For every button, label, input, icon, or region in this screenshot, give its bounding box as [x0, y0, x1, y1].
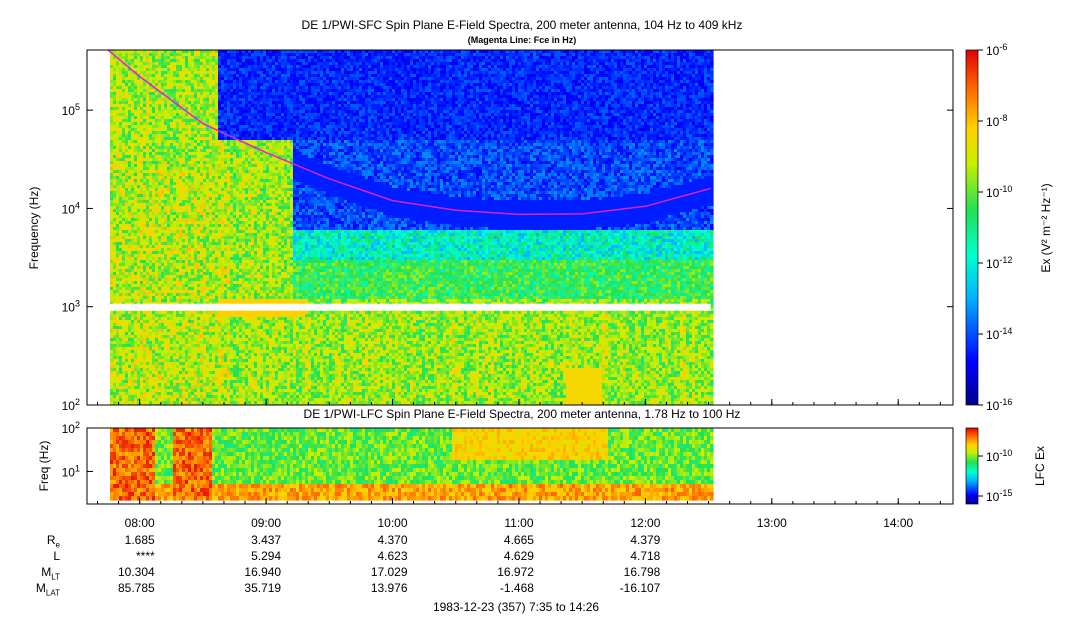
ephemeris-value: 13.976 [371, 581, 408, 595]
top-colorbar-tick-label: 10-8 [986, 113, 1007, 129]
ephemeris-value: 4.623 [377, 549, 407, 563]
ephemeris-value: 16.972 [497, 565, 534, 579]
ephemeris-value: -1.468 [500, 581, 534, 595]
ephemeris-value: **** [136, 549, 155, 563]
bottom-colorbar-label: LFC Ex [1033, 446, 1047, 486]
bottom-y-tick-label: 102 [62, 420, 80, 436]
x-tick-label: 12:00 [630, 516, 660, 530]
bottom-spectrogram [110, 428, 714, 501]
top-colorbar-tick-label: 10-6 [986, 42, 1007, 58]
top-colorbar-tick-label: 10-12 [986, 255, 1012, 271]
bottom-colorbar-tick-label: 10-15 [986, 488, 1012, 504]
ephemeris-value: 4.370 [377, 533, 407, 547]
ephemeris-value: 17.029 [371, 565, 408, 579]
ephemeris-value: 4.629 [504, 549, 534, 563]
time-range-footer: 1983-12-23 (357) 7:35 to 14:26 [433, 600, 599, 614]
top-colorbar-tick-label: 10-14 [986, 326, 1012, 342]
top-colorbar-tick-label: 10-16 [986, 397, 1012, 413]
top-y-tick-label: 103 [62, 299, 80, 315]
bottom-colorbar-ticks: 10-10 10-15 [978, 448, 1012, 504]
x-tick-label: 09:00 [251, 516, 281, 530]
top-colorbar-tick-label: 10-10 [986, 184, 1012, 200]
top-colorbar [966, 50, 978, 405]
top-y-tick-label: 102 [62, 397, 80, 413]
ephemeris-label: MLT [41, 565, 60, 581]
ephemeris-value: 16.798 [624, 565, 661, 579]
ephemeris-value: 16.940 [244, 565, 281, 579]
ephemeris-value: 35.719 [244, 581, 281, 595]
ephemeris-label: L [53, 549, 60, 563]
ephemeris-value: 4.718 [630, 549, 660, 563]
bottom-colorbar-tick-label: 10-10 [986, 448, 1012, 464]
bottom-colorbar [966, 428, 978, 504]
ephemeris-value: 10.304 [118, 565, 155, 579]
ephemeris-value: 5.294 [251, 549, 281, 563]
ephemeris-value: 85.785 [118, 581, 155, 595]
top-colorbar-ticks: 10-6 10-8 10-10 10-12 10-14 10-16 [978, 42, 1012, 413]
x-tick-label: 10:00 [378, 516, 408, 530]
ephemeris-value: 4.379 [630, 533, 660, 547]
top-y-tick-label: 104 [62, 200, 80, 216]
x-tick-label: 08:00 [125, 516, 155, 530]
ephemeris-value: 4.665 [504, 533, 534, 547]
top-spectrogram [110, 50, 714, 408]
ephemeris-value: 3.437 [251, 533, 281, 547]
ephemeris-label: Re [47, 533, 60, 549]
x-tick-label: 11:00 [504, 516, 533, 530]
ephemeris-value: 1.685 [125, 533, 155, 547]
bottom-y-tick-label: 101 [62, 463, 80, 479]
x-tick-label: 13:00 [757, 516, 787, 530]
x-tick-label: 14:00 [883, 516, 913, 530]
ephemeris-label: MLAT [36, 581, 60, 597]
top-colorbar-label: Ex (V² m⁻² Hz⁻¹) [1039, 183, 1053, 272]
ephemeris-value: -16.107 [620, 581, 661, 595]
top-y-tick-label: 105 [62, 102, 80, 118]
